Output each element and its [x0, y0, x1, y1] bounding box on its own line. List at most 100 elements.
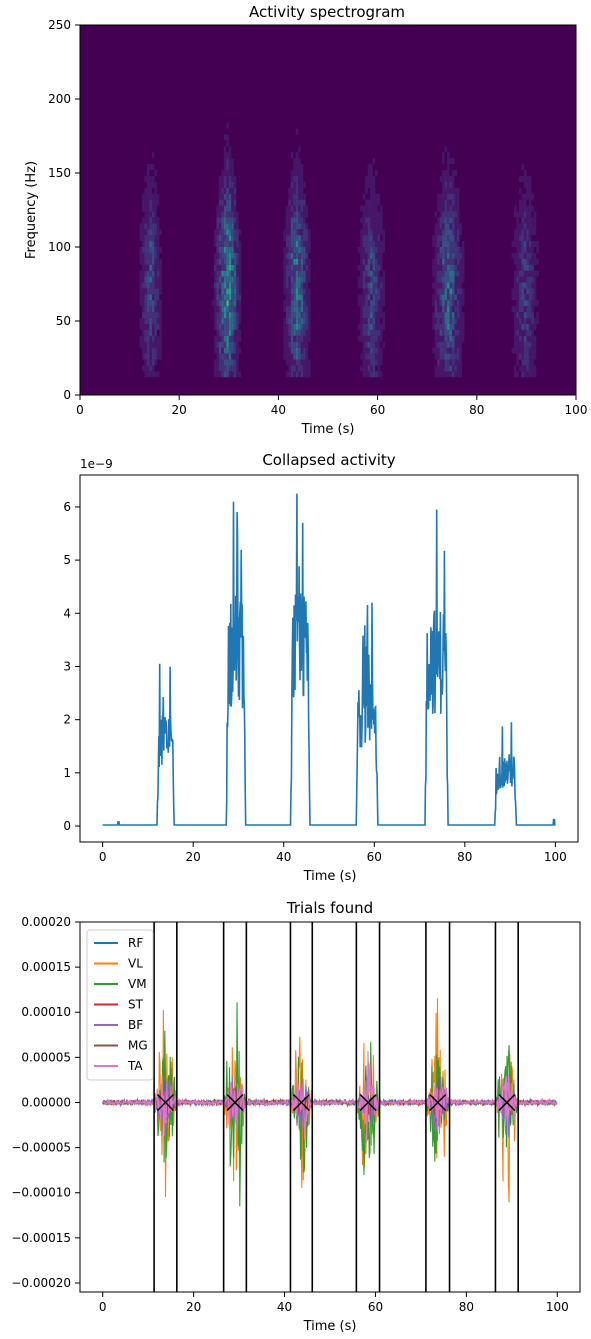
spectrogram-cell — [146, 193, 150, 200]
spectrogram-cell — [511, 288, 514, 295]
y-tick-label: 3 — [63, 659, 71, 673]
spectrogram-cell — [149, 353, 152, 360]
spectrogram-cell — [437, 359, 440, 366]
spectrogram-cell — [518, 288, 522, 295]
spectrogram-cell — [228, 158, 232, 165]
spectrogram-cell — [456, 241, 460, 247]
spectrogram-cell — [523, 329, 527, 336]
spectrogram-cell — [139, 288, 142, 295]
y-tick-label: 0.00020 — [21, 915, 71, 929]
spectrogram-cell — [518, 282, 522, 289]
spectrogram-cell — [233, 217, 237, 224]
spectrogram-cell — [533, 276, 537, 283]
spectrogram-cell — [295, 312, 299, 319]
spectrogram-cell — [444, 247, 448, 253]
spectrogram-cell — [516, 247, 519, 253]
spectrogram-cell — [298, 329, 301, 336]
spectrogram-cell — [151, 164, 155, 171]
spectrogram-cell — [288, 329, 291, 336]
spectrogram-cell — [236, 217, 239, 224]
spectrogram-cell — [437, 318, 440, 324]
spectrogram-cell — [144, 359, 147, 366]
spectrogram-cell — [362, 288, 366, 295]
spectrogram-cell — [456, 300, 460, 307]
spectrogram-cell — [288, 211, 291, 218]
spectrogram-cell — [461, 294, 465, 301]
spectrogram-cell — [238, 294, 242, 301]
spectrogram-cell — [288, 223, 291, 230]
spectrogram-cell — [221, 175, 224, 182]
spectrogram-cell — [536, 312, 539, 319]
spectrogram-cell — [305, 365, 309, 372]
spectrogram-cell — [213, 300, 217, 307]
collapsed-plot-area — [102, 493, 556, 826]
spectrogram-cell — [375, 229, 378, 236]
spectrogram-cell — [139, 294, 142, 301]
spectrogram-cell — [156, 347, 160, 354]
spectrogram-cell — [528, 193, 532, 200]
spectrogram-cell — [144, 217, 147, 224]
spectrogram-cell — [514, 282, 517, 289]
spectrogram-cell — [290, 300, 294, 307]
spectrogram-cell — [146, 347, 150, 354]
spectrogram-cell — [442, 211, 445, 218]
spectrogram-cell — [149, 223, 152, 230]
spectrogram-cell — [449, 258, 452, 265]
spectrogram-cell — [216, 247, 219, 253]
spectrogram-cell — [146, 312, 150, 319]
spectrogram-cell — [213, 335, 217, 342]
spectrogram-cell — [452, 270, 455, 277]
spectrogram-cell — [452, 306, 455, 313]
spectrogram-cell — [452, 235, 455, 242]
spectrogram-cell — [518, 323, 522, 330]
spectrogram-cell — [298, 247, 301, 253]
spectrogram-cell — [300, 371, 304, 378]
spectrogram-cell — [149, 359, 152, 366]
spectrogram-cell — [452, 193, 455, 200]
spectrogram-cell — [308, 264, 311, 271]
spectrogram-cell — [146, 235, 150, 242]
spectrogram-cell — [283, 252, 286, 259]
y-tick-label: 1 — [63, 766, 71, 780]
spectrogram-cell — [298, 235, 301, 242]
spectrogram-cell — [449, 241, 452, 247]
spectrogram-cell — [456, 193, 460, 200]
spectrogram-cell — [236, 229, 239, 236]
spectrogram-cell — [382, 300, 386, 307]
spectrogram-cell — [442, 252, 445, 259]
spectrogram-cell — [382, 235, 386, 242]
spectrogram-cell — [221, 229, 224, 236]
spectrogram-cell — [380, 329, 383, 336]
spectrogram-cell — [528, 235, 532, 242]
spectrogram-cell — [213, 270, 217, 277]
spectrogram-cell — [159, 229, 162, 236]
spectrogram-cell — [375, 282, 378, 289]
spectrogram-cell — [290, 335, 294, 342]
spectrogram-cell — [516, 312, 519, 319]
spectrogram-cell — [146, 371, 150, 378]
trial-marker — [156, 1093, 174, 1112]
spectrogram-cell — [218, 187, 222, 194]
spectrogram-cell — [528, 181, 532, 188]
spectrogram-cell — [228, 241, 232, 247]
spectrogram-cell — [221, 170, 224, 176]
spectrogram-cell — [447, 264, 450, 271]
spectrogram-cell — [228, 187, 232, 194]
spectrogram-cell — [365, 241, 368, 247]
spectrogram-cell — [516, 282, 519, 289]
spectrogram-cell — [516, 359, 519, 366]
spectrogram-cell — [437, 335, 440, 342]
spectrogram-cell — [231, 205, 234, 212]
spectrogram-cell — [156, 335, 160, 342]
spectrogram-cell — [439, 211, 443, 218]
spectrogram-cell — [526, 353, 529, 360]
spectrogram-cell — [236, 329, 239, 336]
spectrogram-cell — [218, 211, 222, 218]
spectrogram-cell — [437, 353, 440, 360]
spectrogram-cell — [449, 335, 452, 342]
spectrogram-cell — [303, 205, 306, 212]
spectrogram-cell — [305, 288, 309, 295]
spectrogram-cell — [146, 181, 150, 188]
spectrogram-cell — [461, 276, 465, 283]
spectrogram-cell — [308, 323, 311, 330]
